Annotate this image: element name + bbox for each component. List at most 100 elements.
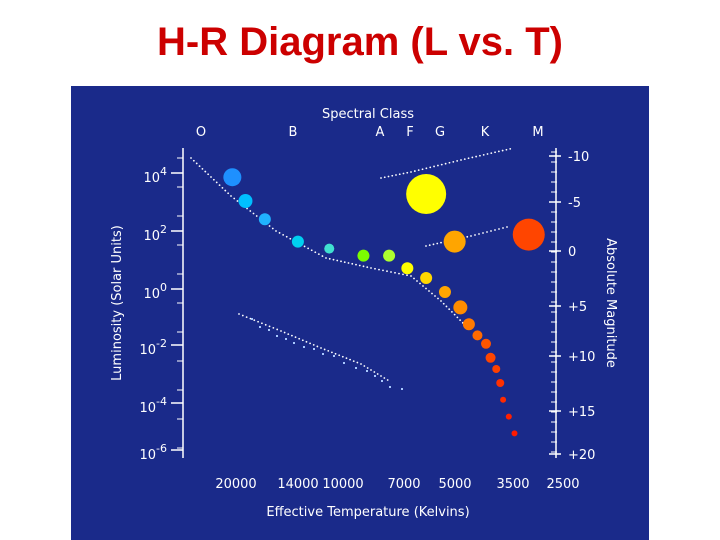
white-dwarf-dot	[287, 333, 290, 335]
main-sequence-dot	[340, 260, 342, 263]
star-point	[406, 174, 447, 214]
star-point	[420, 272, 433, 284]
main-sequence-dot	[233, 197, 236, 200]
main-sequence-dot	[268, 225, 271, 227]
white-dwarf-dot	[383, 377, 386, 379]
star-point	[401, 262, 414, 275]
giant-branch-dot	[506, 226, 508, 228]
y-tick-labels: 104 102 100 10-2 10-4 10-6	[139, 165, 167, 463]
white-dwarf-dot	[298, 337, 301, 340]
white-dwarf-dot	[343, 362, 345, 364]
main-sequence-dot	[390, 271, 392, 273]
top-axis-label: Spectral Class	[322, 107, 414, 122]
y-tick-label: 10-2	[139, 337, 167, 358]
main-sequence-dot	[445, 305, 448, 308]
white-dwarf-dot	[251, 318, 253, 320]
y-tick-label: 104	[143, 165, 167, 186]
main-sequence-dot	[201, 167, 204, 170]
main-sequence-dot	[310, 249, 313, 252]
white-dwarf-dot	[313, 348, 315, 350]
main-sequence-dot	[212, 178, 215, 181]
giant-branch-dot	[437, 164, 439, 167]
white-dwarf-dot	[363, 365, 366, 367]
white-dwarf-dot	[305, 340, 308, 343]
white-dwarf-dot	[327, 350, 330, 352]
giant-branch-dot	[475, 155, 478, 158]
white-dwarf-dot	[268, 325, 271, 328]
white-dwarf-dot	[264, 323, 267, 326]
star-point	[443, 230, 466, 253]
white-dwarf-dot	[276, 328, 279, 331]
star-point	[383, 249, 396, 262]
giant-branch-dot	[398, 173, 401, 176]
main-sequence-dot	[440, 300, 442, 302]
main-sequence-dot	[303, 245, 306, 248]
main-sequence-dot	[370, 267, 372, 269]
white-dwarf-dot	[245, 316, 248, 318]
white-dwarf-dot	[280, 330, 282, 332]
main-sequence-dot	[255, 215, 258, 217]
main-sequence-dot	[252, 212, 255, 215]
white-dwarf-dot	[276, 335, 278, 337]
white-dwarf-dot	[386, 379, 389, 381]
giant-branch-dot	[505, 148, 508, 151]
giant-branch-dot	[383, 176, 386, 179]
star-point	[223, 168, 242, 187]
main-sequence-dot	[351, 262, 354, 265]
main-sequence-dot	[422, 285, 424, 287]
white-dwarf-dot	[249, 317, 252, 320]
giant-branch-dot	[421, 168, 424, 171]
white-dwarf-dot	[360, 363, 362, 365]
x-tick-label: 14000	[277, 477, 318, 492]
white-dwarf-dot	[338, 354, 341, 357]
white-dwarf-dot	[333, 355, 335, 357]
giant-branch-dot	[436, 242, 439, 245]
giant-branch-dot	[474, 234, 476, 236]
main-sequence-dot	[386, 270, 388, 273]
white-dwarf-dot	[345, 357, 348, 360]
y-tick-exponent: 2	[160, 223, 167, 236]
star-point	[500, 396, 507, 403]
spectral-class-k: K	[481, 125, 490, 140]
main-sequence-dot	[374, 267, 376, 270]
white-dwarf-dot	[380, 375, 382, 377]
giant-branch-dot	[456, 160, 459, 162]
main-sequence-dot	[246, 207, 248, 210]
slide-title: H-R Diagram (L vs. T)	[157, 20, 563, 64]
main-sequence-dot	[328, 257, 331, 260]
y-tick-exponent: 4	[160, 165, 167, 178]
mag-tick-label: +5	[568, 300, 587, 315]
white-dwarf-dot	[283, 331, 286, 334]
white-dwarf-dot	[241, 314, 244, 317]
star-point	[357, 249, 370, 262]
white-dwarf-dot	[238, 313, 240, 315]
main-sequence-dot	[343, 261, 346, 264]
giant-branch-dot	[440, 163, 443, 166]
star-point	[258, 213, 271, 226]
main-sequence-dot	[195, 162, 198, 165]
giant-branch-dot	[486, 153, 489, 155]
mag-tick-label: -5	[568, 196, 581, 211]
white-dwarf-dot	[352, 360, 355, 362]
spectral-class-m: M	[532, 125, 543, 140]
giant-branch-dot	[460, 159, 462, 161]
giant-branch-dot	[391, 174, 394, 177]
giant-branch-dot	[395, 174, 397, 176]
main-sequence-dot	[428, 290, 430, 292]
white-dwarf-dot	[373, 371, 376, 373]
main-sequence-dot	[282, 233, 285, 236]
giant-branch-dot	[448, 161, 451, 164]
mag-tick-label: -10	[568, 150, 589, 165]
main-sequence-dot	[210, 176, 212, 178]
main-sequence-dot	[285, 235, 288, 238]
main-sequence-dot	[204, 170, 207, 173]
giant-branch-dot	[444, 162, 447, 165]
spectral-class-o: O	[196, 125, 206, 140]
y-tick-exponent: -2	[156, 337, 167, 350]
giant-branch-dot	[410, 171, 412, 173]
main-sequence-dot	[413, 277, 415, 280]
giant-branch-dot	[429, 166, 432, 169]
giant-branch-dot	[466, 235, 469, 238]
giant-branch-dot	[478, 233, 480, 235]
spectral-class-a: A	[376, 125, 385, 140]
